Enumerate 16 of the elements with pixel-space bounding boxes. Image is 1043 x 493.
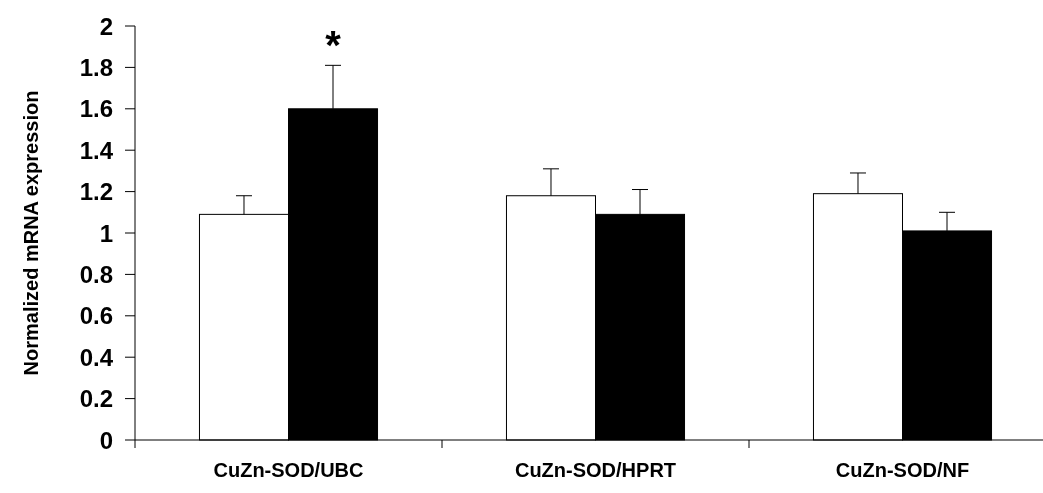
annotation: * bbox=[325, 23, 342, 68]
y-tick-label: 2 bbox=[99, 12, 113, 40]
y-tick-label: 0 bbox=[99, 426, 113, 454]
y-tick-label: 1.8 bbox=[79, 54, 113, 82]
x-tick-label: CuZn-SOD/NF bbox=[835, 459, 970, 481]
y-tick-label: 1.4 bbox=[79, 136, 114, 164]
y-axis-title: Normalized mRNA expression bbox=[20, 90, 42, 376]
x-tick-label: CuZn-SOD/UBC bbox=[213, 459, 364, 481]
y-tick-label: 0.6 bbox=[79, 302, 113, 330]
y-tick-label: 0.4 bbox=[79, 343, 114, 371]
y-tick-label: 1 bbox=[99, 219, 113, 247]
y-tick-label: 1.2 bbox=[79, 178, 113, 206]
y-tick-label: 0.2 bbox=[79, 385, 113, 413]
y-tick-label: 1.6 bbox=[79, 95, 113, 123]
y-tick-label: 0.8 bbox=[79, 261, 113, 289]
x-tick-label: CuZn-SOD/HPRT bbox=[514, 459, 677, 481]
